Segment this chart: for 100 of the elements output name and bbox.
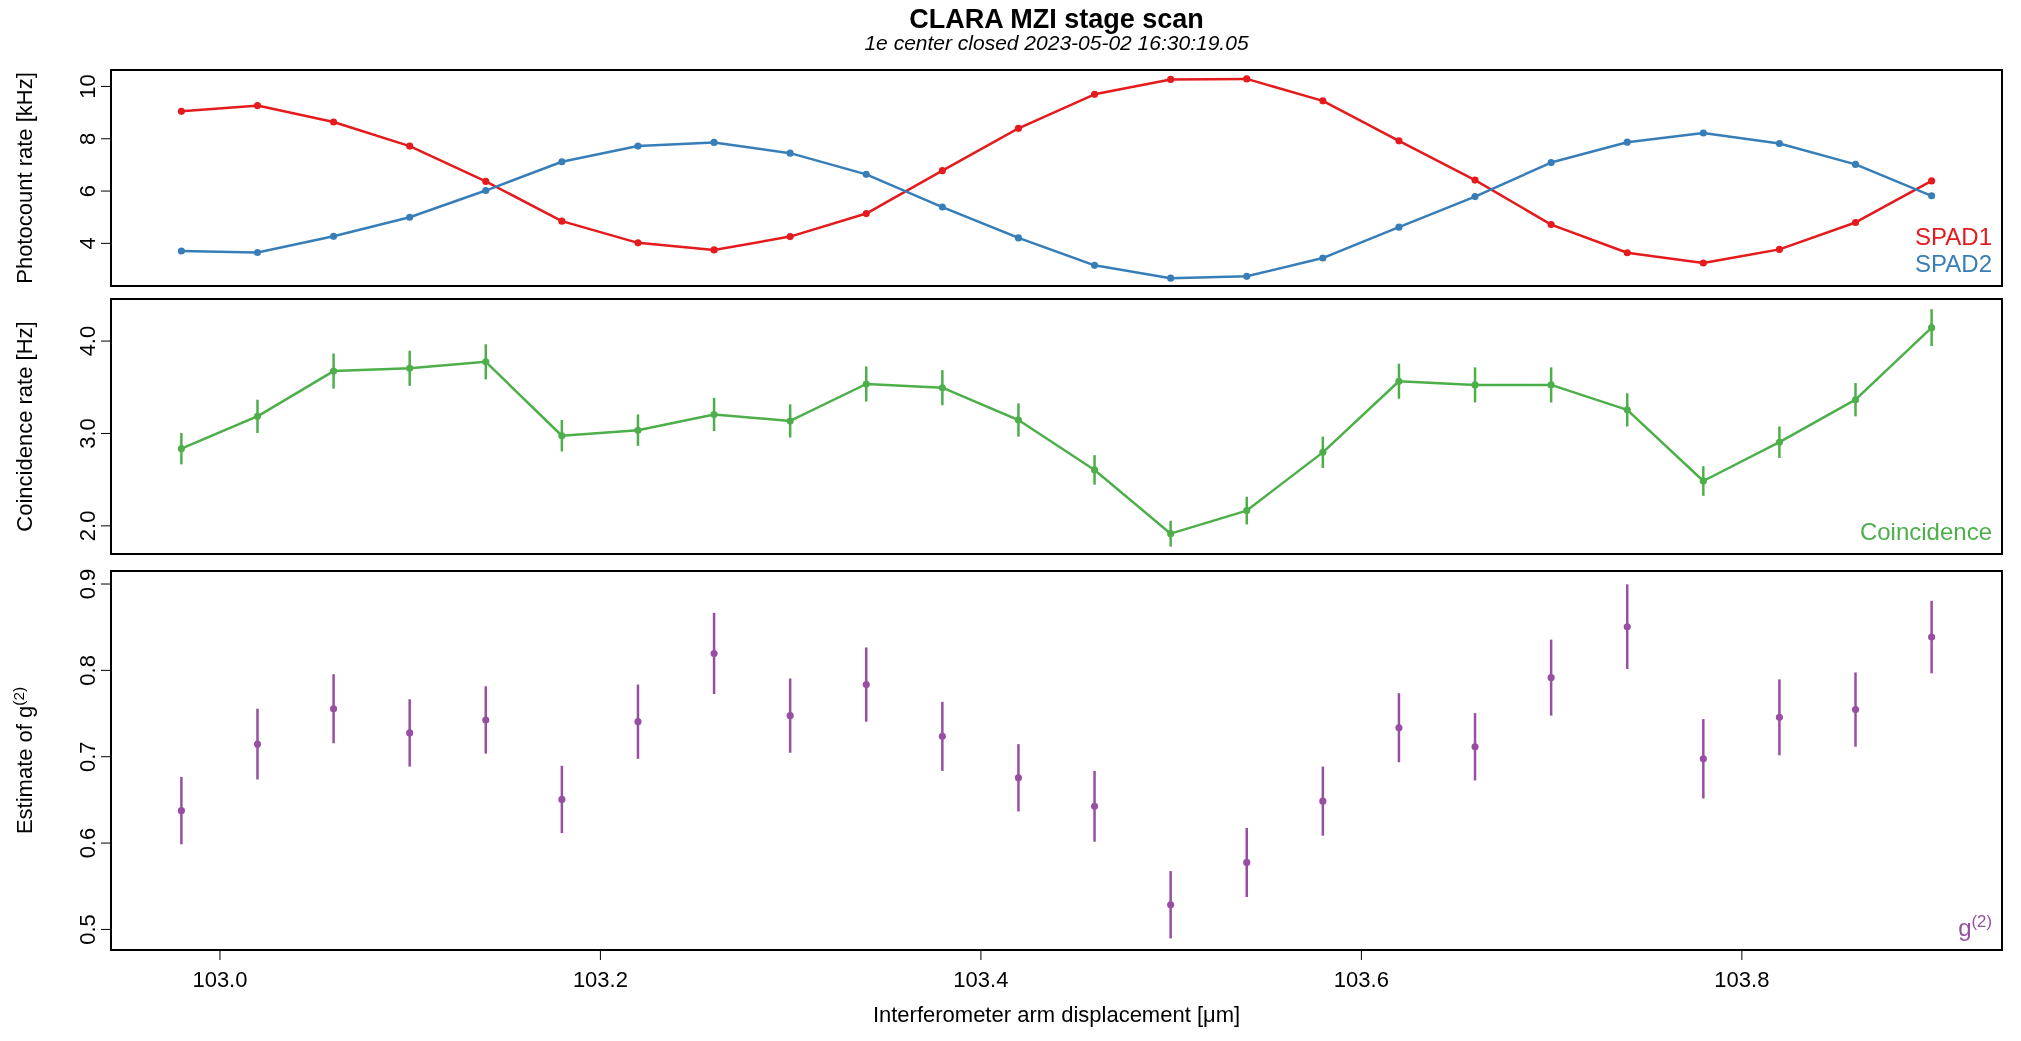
point [1243,75,1251,83]
text: SPAD2 [1915,250,1992,277]
point [558,795,566,803]
point [634,239,642,247]
point [482,716,490,724]
point [558,217,566,225]
y-tick-label: 10 [75,74,100,99]
y-tick-label: 0.6 [75,827,100,859]
point [710,649,718,658]
point [786,417,794,425]
point [253,102,262,110]
x-tick-label: 103.8 [1714,967,1770,993]
point [1167,274,1175,282]
point [177,445,185,453]
point [482,358,490,366]
point [1090,261,1099,269]
point [1243,507,1251,515]
point [1928,177,1936,185]
point [1319,448,1327,456]
point [1775,245,1783,253]
point [406,729,414,737]
point [1014,234,1023,242]
point [482,177,490,185]
point [1014,416,1023,424]
point [634,142,642,150]
point [634,718,642,726]
point [710,410,718,419]
point [1395,137,1403,145]
point [1851,706,1860,714]
point [1243,858,1251,866]
y-tick-label: 2.0 [75,510,100,542]
point [1167,75,1175,83]
y-axis-title: Photocount rate [kHz] [12,72,37,284]
point [1395,724,1403,732]
point [1623,406,1631,414]
series-label: SPAD1 [1915,223,1992,250]
point [1623,249,1631,257]
point [1623,623,1631,631]
x-tick-label: 103.0 [192,967,248,993]
y-tick-label: 0.7 [75,741,100,773]
point [1090,466,1099,474]
point [253,740,262,748]
point [1547,220,1555,229]
text: Coincidence [1859,518,1992,545]
point [1471,193,1479,201]
point [1775,713,1783,721]
point [177,807,185,815]
point [862,380,870,388]
point [1775,438,1783,446]
point [938,732,946,740]
point [1699,259,1707,267]
point [1699,755,1707,763]
y-tick-label: 4.0 [75,325,100,357]
point [862,210,870,218]
point [938,167,946,175]
y-tick-label: 8 [75,132,100,145]
point [938,203,946,211]
point [1090,90,1099,98]
point [786,233,794,241]
point [482,186,490,195]
point [558,158,566,166]
chart-title: CLARA MZI stage scan [909,4,1204,34]
x-tick-label: 103.2 [572,967,628,993]
point [938,384,946,392]
point [330,118,338,126]
point [253,412,262,420]
point [330,232,338,240]
point [1851,218,1860,227]
y-tick-label: 0.9 [75,568,100,600]
point [406,213,414,221]
point [786,149,794,157]
point [786,712,794,720]
point [1547,381,1555,389]
y-tick-label: 4 [75,237,100,250]
y-axis-title: Coincidence rate [Hz] [12,321,37,532]
x-axis-title: Interferometer arm displacement [μm] [872,1002,1241,1027]
point [1851,396,1860,404]
point [1928,324,1936,332]
point [406,142,414,150]
point [1547,159,1555,167]
y-tick-label: 3.0 [75,418,100,449]
point [1775,139,1783,148]
point [1243,272,1251,280]
x-tick-label: 103.4 [953,967,1009,993]
point [1928,633,1936,641]
point [1167,901,1175,909]
point [1395,223,1403,231]
x-tick-label: 103.6 [1333,967,1389,993]
point [177,107,185,115]
point [1167,530,1175,538]
y-tick-label: 6 [75,184,100,198]
point [1014,774,1023,782]
point [1014,124,1023,132]
point [1395,377,1403,385]
point [634,426,642,434]
point [1319,797,1327,805]
y-tick-label: 0.5 [75,914,100,945]
point [1623,138,1631,146]
text: g$^{(2)}$ [1958,911,1992,941]
point [1699,477,1707,485]
